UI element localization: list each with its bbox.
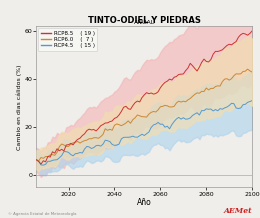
Legend: RCP8.5    ( 19 ), RCP6.0    (  7 ), RCP4.5    ( 15 ): RCP8.5 ( 19 ), RCP6.0 ( 7 ), RCP4.5 ( 15…: [38, 28, 98, 51]
Text: AEMet: AEMet: [224, 207, 252, 215]
Text: © Agencia Estatal de Meteorología: © Agencia Estatal de Meteorología: [8, 212, 76, 216]
Text: ANUAL: ANUAL: [134, 20, 155, 25]
X-axis label: Año: Año: [137, 198, 152, 207]
Title: TINTO-ODIEL Y PIEDRAS: TINTO-ODIEL Y PIEDRAS: [88, 16, 201, 25]
Y-axis label: Cambio en dias cálidos (%): Cambio en dias cálidos (%): [16, 64, 22, 150]
